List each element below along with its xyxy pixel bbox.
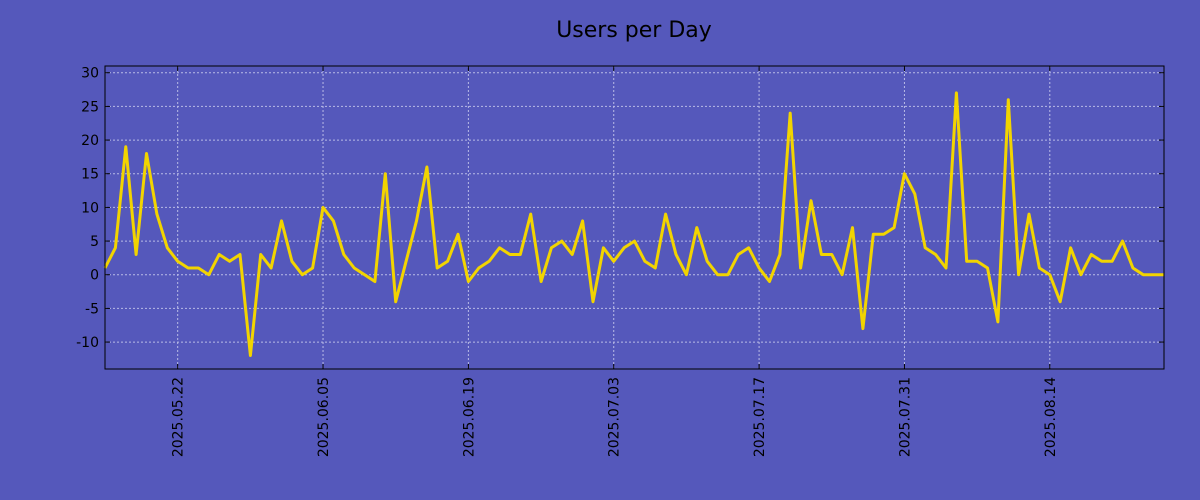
y-tick-label: 20: [81, 133, 99, 149]
x-tick-label: 2025.08.14: [1043, 377, 1059, 457]
y-tick-label: -10: [76, 335, 99, 351]
y-axis: -10 -5 0 5 10 15 20 25 30: [76, 66, 1164, 351]
chart-title: Users per Day: [556, 18, 712, 43]
y-tick-label: 15: [81, 167, 99, 183]
x-tick-label: 2025.07.03: [607, 377, 623, 457]
grid-lines: [105, 66, 1164, 369]
y-tick-label: 25: [81, 99, 99, 115]
series-group: [103, 91, 1164, 357]
y-tick-label: 30: [81, 66, 99, 82]
y-tick-label: 10: [81, 200, 99, 216]
y-tick-label: -5: [85, 301, 99, 317]
x-tick-label: 2025.07.31: [897, 377, 913, 457]
x-tick-label: 2025.07.17: [752, 377, 768, 457]
y-tick-label: 0: [90, 268, 99, 284]
y-tick-label: 5: [90, 234, 99, 250]
x-axis: 2025.05.22 2025.06.05 2025.06.19 2025.07.03…: [171, 66, 1059, 457]
x-tick-label: 2025.06.05: [316, 377, 332, 457]
series-line: [103, 91, 1164, 357]
plot-frame: [104, 65, 1165, 370]
x-tick-label: 2025.05.22: [171, 377, 187, 457]
x-tick-label: 2025.06.19: [461, 377, 477, 457]
